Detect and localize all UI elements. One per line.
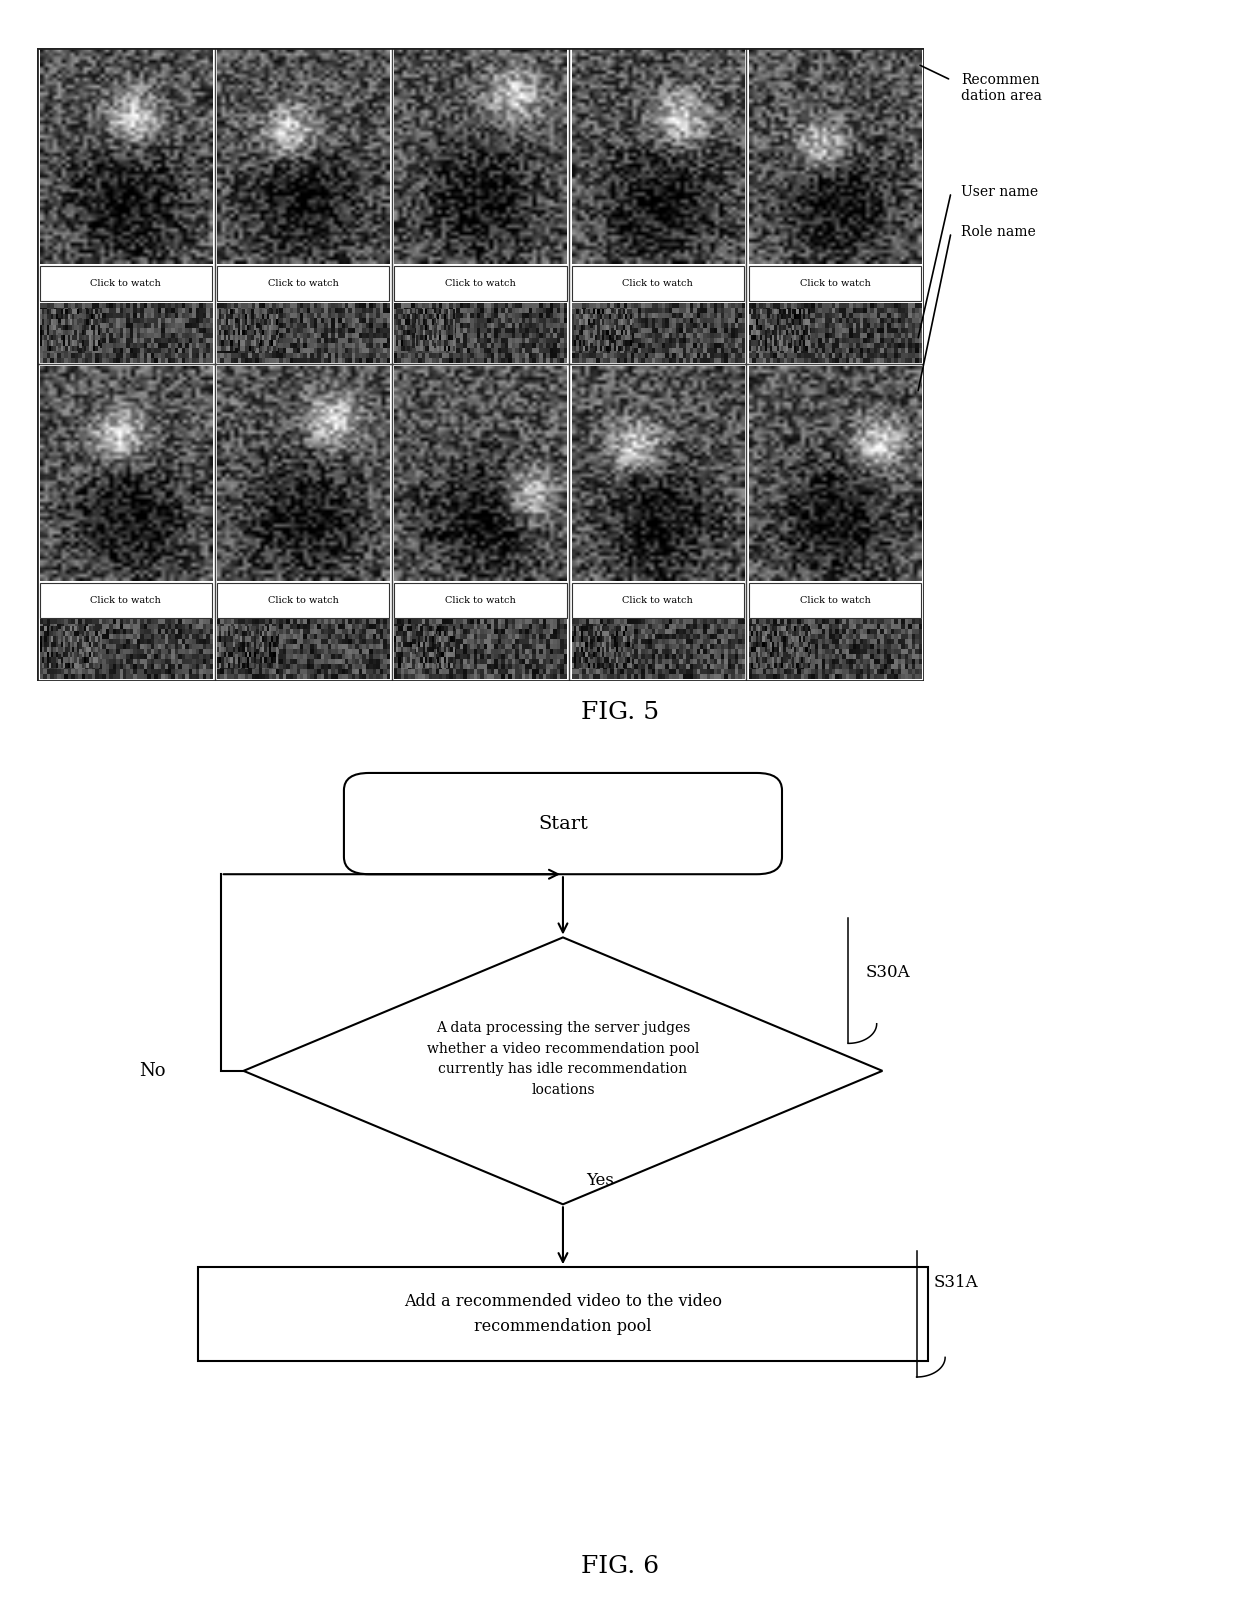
Text: Click to watch: Click to watch — [91, 279, 161, 288]
Text: A data processing the server judges
whether a video recommendation pool
currentl: A data processing the server judges whet… — [427, 1020, 699, 1097]
Text: S31A: S31A — [934, 1274, 978, 1291]
Text: S30A: S30A — [866, 964, 910, 982]
Text: Add a recommended video to the video
recommendation pool: Add a recommended video to the video rec… — [404, 1293, 722, 1334]
Text: Recommen
dation area: Recommen dation area — [961, 74, 1042, 103]
Text: Click to watch: Click to watch — [268, 596, 339, 604]
Bar — [198, 1267, 928, 1362]
Text: Click to watch: Click to watch — [445, 596, 516, 604]
Polygon shape — [243, 937, 883, 1205]
Text: Click to watch: Click to watch — [445, 279, 516, 288]
Bar — [749, 583, 921, 618]
Text: FIG. 6: FIG. 6 — [580, 1556, 660, 1578]
Text: Click to watch: Click to watch — [800, 279, 870, 288]
FancyBboxPatch shape — [343, 772, 782, 875]
Text: Click to watch: Click to watch — [268, 279, 339, 288]
Text: No: No — [139, 1062, 165, 1080]
Text: Yes: Yes — [585, 1173, 614, 1189]
Text: Click to watch: Click to watch — [800, 596, 870, 604]
Text: Start: Start — [538, 814, 588, 833]
Bar — [217, 583, 389, 618]
Bar — [394, 583, 567, 618]
Bar — [40, 266, 212, 301]
Text: User name: User name — [961, 186, 1038, 199]
Bar — [572, 583, 744, 618]
Text: Role name: Role name — [961, 226, 1035, 239]
Text: Click to watch: Click to watch — [91, 596, 161, 604]
Bar — [40, 583, 212, 618]
Bar — [394, 266, 567, 301]
Bar — [217, 266, 389, 301]
Text: Click to watch: Click to watch — [622, 596, 693, 604]
Text: Click to watch: Click to watch — [622, 279, 693, 288]
Bar — [572, 266, 744, 301]
Text: FIG. 5: FIG. 5 — [580, 702, 660, 724]
Bar — [749, 266, 921, 301]
